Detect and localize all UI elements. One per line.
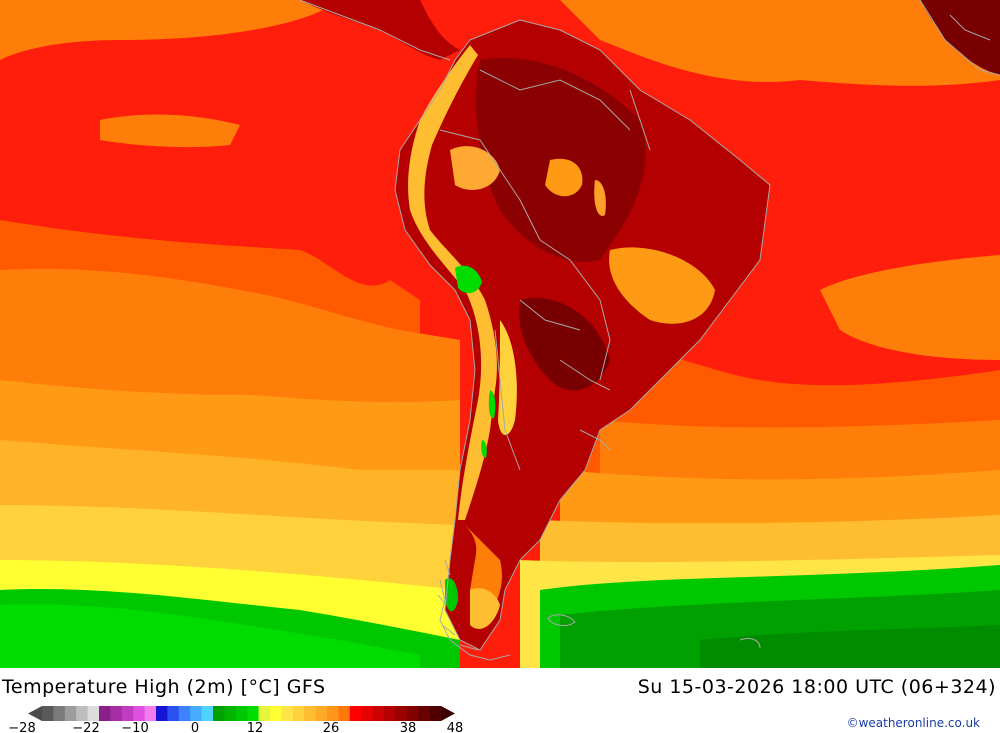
scale-tick-label: 12 (247, 721, 264, 733)
scale-cell (384, 706, 396, 721)
scale-arrow-right (441, 706, 455, 721)
scale-cell (53, 706, 66, 721)
scale-cell (201, 706, 214, 721)
scale-cell (270, 706, 282, 721)
scale-tick-label: −22 (72, 721, 99, 733)
scale-cell (304, 706, 316, 721)
scale-cell (429, 706, 442, 721)
map-title: Temperature High (2m) [°C] GFS (2, 676, 326, 698)
scale-cell (42, 706, 54, 721)
scale-cell (190, 706, 202, 721)
scale-cell (144, 706, 157, 721)
scale-tick-label: −10 (121, 721, 148, 733)
scale-cell (156, 706, 168, 721)
scale-cell (167, 706, 180, 721)
scale-cell (247, 706, 259, 721)
scale-tick-label: 26 (323, 721, 340, 733)
color-scale-legend: −28 −22 −10 0 12 26 38 48 (8, 706, 464, 733)
scale-cell (418, 706, 430, 721)
valid-time: Su 15-03-2026 18:00 UTC (06+324) (637, 676, 996, 698)
scale-tick-label: 0 (191, 721, 199, 733)
scale-cell (235, 706, 248, 721)
map-footer (0, 668, 1000, 733)
scale-cell (76, 706, 88, 721)
scale-cell (133, 706, 145, 721)
scale-cell (406, 706, 419, 721)
scale-cell (292, 706, 305, 721)
scale-cell (315, 706, 328, 721)
scale-cell (349, 706, 362, 721)
scale-cell (281, 706, 294, 721)
scale-tick-label: −28 (8, 721, 35, 733)
scale-tick-label: 38 (400, 721, 417, 733)
scale-cell (110, 706, 123, 721)
credit-link[interactable]: ©weatheronline.co.uk (846, 716, 980, 730)
scale-cell (338, 706, 351, 721)
scale-cell (178, 706, 191, 721)
scale-cell (327, 706, 339, 721)
scale-cell (395, 706, 408, 721)
temperature-map[interactable] (0, 0, 1000, 668)
scale-cell (224, 706, 237, 721)
scale-arrow-left (28, 706, 42, 721)
scale-cell (213, 706, 225, 721)
scale-cell (361, 706, 373, 721)
scale-cell (372, 706, 385, 721)
scale-cell (64, 706, 77, 721)
scale-cell (99, 706, 111, 721)
scale-cell (121, 706, 134, 721)
scale-tick-label: 48 (447, 721, 464, 733)
scale-cell (87, 706, 100, 721)
scale-cell (258, 706, 271, 721)
